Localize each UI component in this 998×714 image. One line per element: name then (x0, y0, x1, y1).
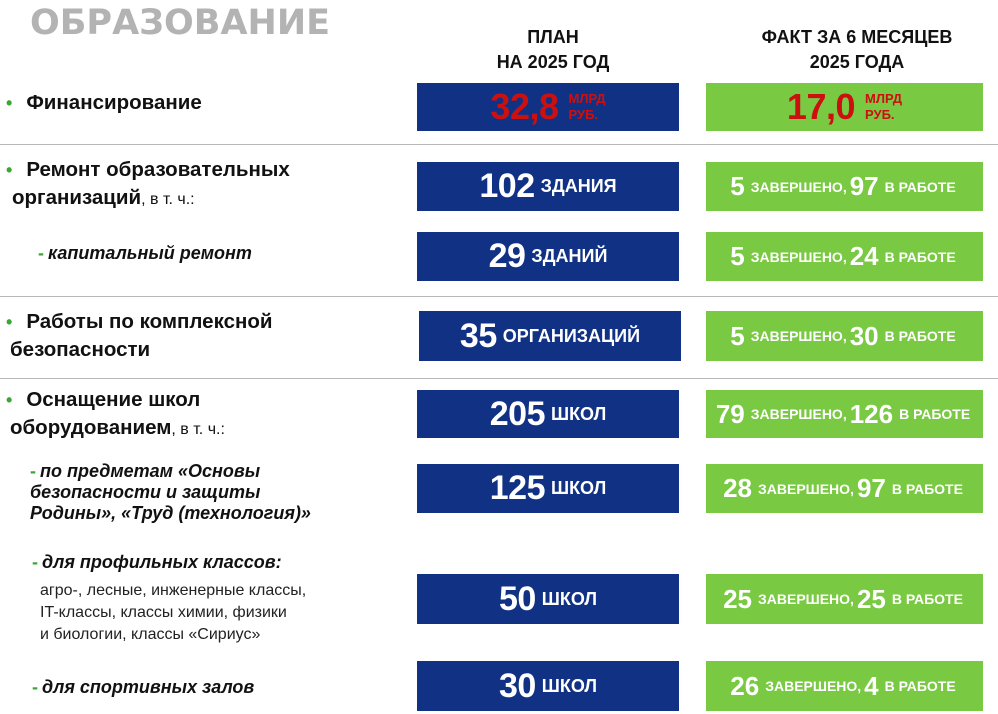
financing-fact-value: 17,0 (786, 86, 856, 127)
divider (0, 378, 998, 379)
security-plan-box: 35 ОРГАНИЗАЦИЙ (419, 311, 681, 361)
repair-fact-box: 5 ЗАВЕРШЕНО, 97 В РАБОТЕ (706, 162, 983, 211)
plan-header-line2: НА 2025 ГОД (496, 52, 610, 72)
equipment-fact-box: 79 ЗАВЕРШЕНО, 126 В РАБОТЕ (706, 390, 983, 438)
fact-column-header: ФАКТ ЗА 6 МЕСЯЦЕВ 2025 ГОДА (712, 25, 998, 75)
profile-description: агро-, лесные, инженерные классы, IT-кла… (40, 582, 307, 643)
bullet-icon: • (6, 93, 13, 113)
repair-plan-unit: ЗДАНИЯ (540, 176, 617, 196)
sports-label: - для спортивных залов (32, 677, 255, 697)
page-title: ОБРАЗОВАНИЕ (30, 3, 331, 43)
repair-plan-box: 102 ЗДАНИЯ (417, 162, 679, 211)
capital-repair-plan-box: 29 ЗДАНИЙ (417, 232, 679, 281)
bullet-icon: • (6, 390, 13, 410)
profile-plan-box: 50 ШКОЛ (417, 574, 679, 624)
plan-header-line1: ПЛАН (527, 27, 579, 47)
fact-header-line1: ФАКТ ЗА 6 МЕСЯЦЕВ (761, 27, 953, 47)
subjects-fact-box: 28 ЗАВЕРШЕНО, 97 В РАБОТЕ (706, 464, 983, 513)
financing-fact-unit: МЛРД РУБ. (865, 91, 903, 122)
sports-fact-box: 26 ЗАВЕРШЕНО, 4 В РАБОТЕ (706, 661, 983, 711)
equipment-plan-box: 205 ШКОЛ (417, 390, 679, 438)
financing-plan-unit: МЛРД РУБ. (568, 91, 606, 122)
divider (0, 144, 998, 145)
financing-label: • Финансирование (6, 91, 202, 114)
capital-repair-label: - капитальный ремонт (38, 243, 252, 263)
fact-header-line2: 2025 ГОДА (809, 52, 905, 72)
sports-plan-box: 30 ШКОЛ (417, 661, 679, 711)
financing-plan-value: 32,8 (490, 86, 559, 127)
subjects-label: - по предметам «Основы безопасности и защ… (30, 461, 311, 523)
profile-label: - для профильных классов: (32, 552, 282, 572)
subjects-plan-box: 125 ШКОЛ (417, 464, 679, 513)
financing-plan-box: 32,8 МЛРД РУБ. (417, 83, 679, 131)
plan-column-header: ПЛАН НА 2025 ГОД (440, 25, 666, 75)
bullet-icon: • (6, 160, 13, 180)
capital-repair-fact-box: 5 ЗАВЕРШЕНО, 24 В РАБОТЕ (706, 232, 983, 281)
bullet-icon: • (6, 312, 13, 332)
repair-label: • Ремонт образовательных организаций, в т… (6, 158, 290, 209)
security-label: • Работы по комплексной безопасности (6, 310, 273, 361)
profile-fact-box: 25 ЗАВЕРШЕНО, 25 В РАБОТЕ (706, 574, 983, 624)
equipment-label: • Оснащение школ оборудованием, в т. ч.: (6, 388, 225, 439)
repair-plan-value: 102 (479, 167, 535, 205)
financing-fact-box: 17,0 МЛРД РУБ. (706, 83, 983, 131)
security-fact-box: 5 ЗАВЕРШЕНО, 30 В РАБОТЕ (706, 311, 983, 361)
divider (0, 296, 998, 297)
